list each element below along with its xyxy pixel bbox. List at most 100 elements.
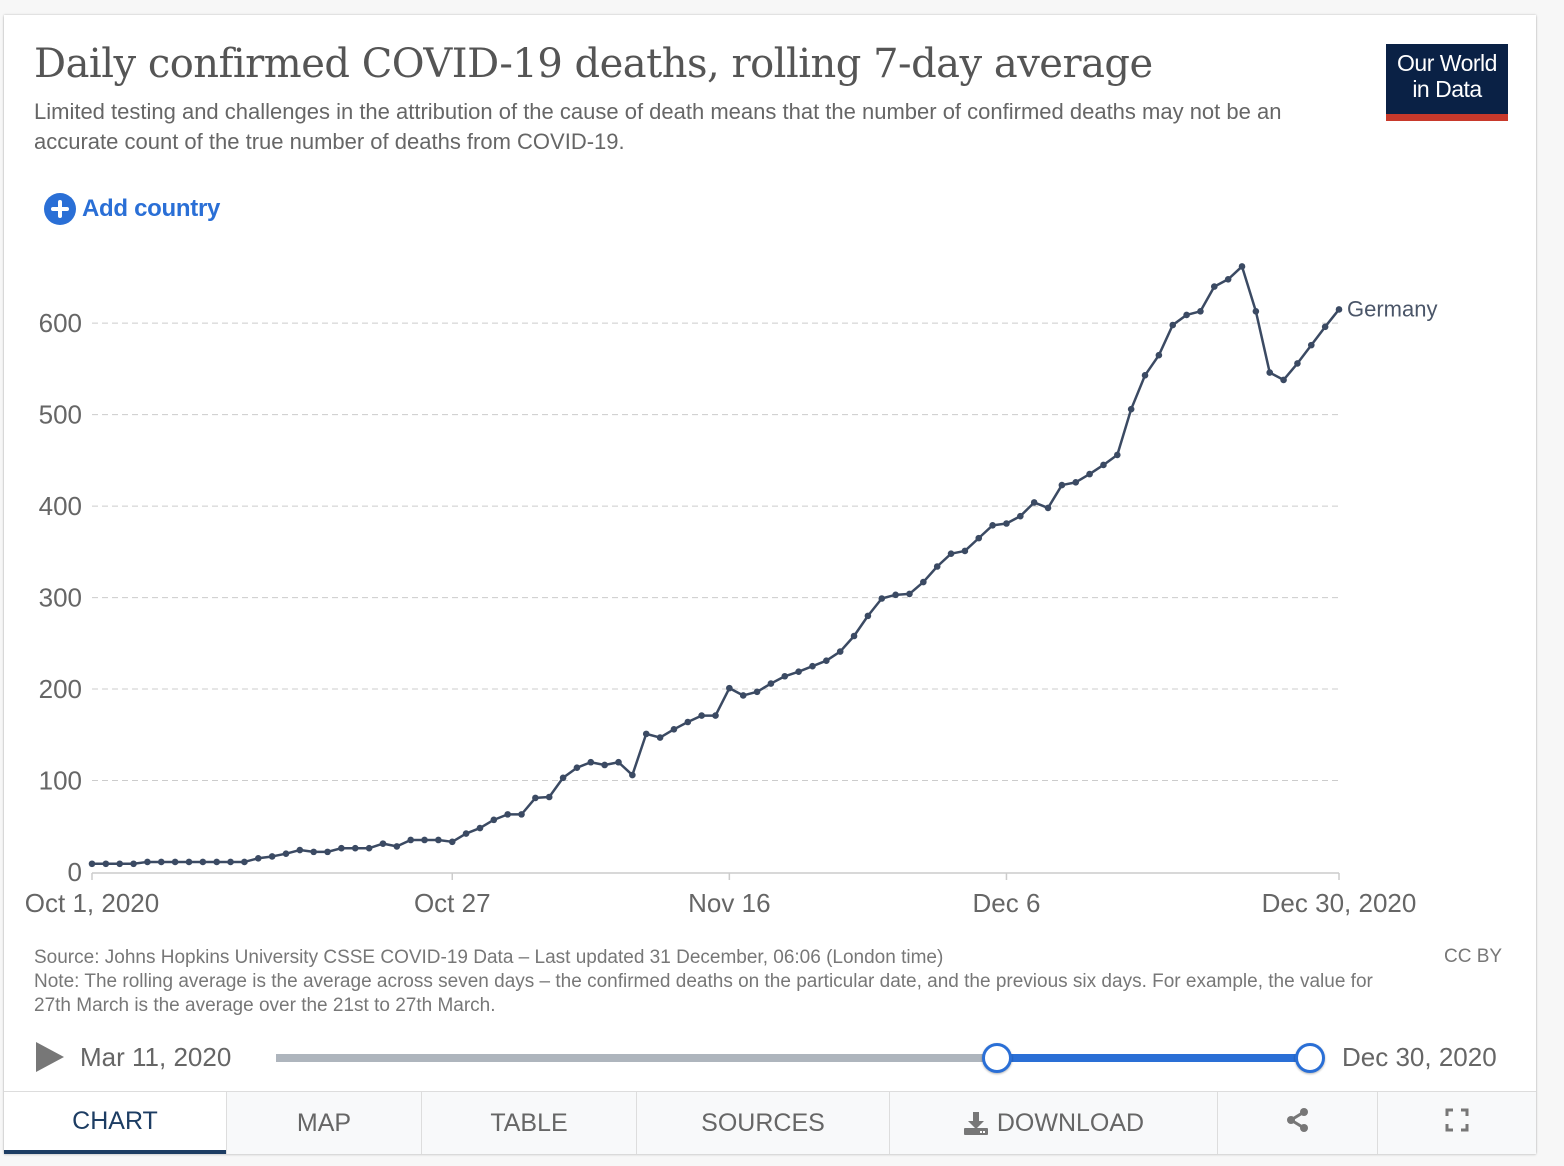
- timeline-selection: [996, 1054, 1310, 1062]
- series-line: [92, 265, 1340, 866]
- data-point: [1114, 451, 1121, 459]
- data-point: [268, 853, 276, 860]
- data-point: [518, 811, 525, 818]
- play-icon[interactable]: [36, 1042, 64, 1072]
- data-point: [393, 843, 401, 850]
- add-country-button[interactable]: Add country: [44, 193, 220, 225]
- timeline-start-label: Mar 11, 2020: [80, 1042, 232, 1072]
- data-point: [864, 612, 872, 620]
- data-point: [545, 793, 553, 801]
- note-text: Note: The rolling average is the average…: [34, 971, 1373, 1016]
- data-point: [1280, 376, 1287, 384]
- data-point: [88, 860, 96, 868]
- data-point: [365, 844, 373, 852]
- data-point: [338, 844, 345, 852]
- data-point: [462, 830, 470, 837]
- data-point: [920, 578, 927, 586]
- data-point: [795, 668, 802, 675]
- data-point: [1335, 306, 1343, 313]
- data-point: [130, 860, 137, 868]
- x-tick-label: Oct 27: [414, 888, 491, 918]
- data-point: [421, 836, 428, 844]
- x-tick-label: Oct 1, 2020: [25, 888, 159, 918]
- y-tick-label: 600: [39, 308, 82, 338]
- tab-table[interactable]: TABLE: [421, 1092, 636, 1154]
- data-point: [144, 858, 151, 866]
- add-country-label: Add country: [82, 195, 221, 222]
- timeline-start-handle[interactable]: [981, 1043, 1012, 1073]
- y-tick-label: 300: [39, 583, 82, 613]
- data-point: [975, 534, 983, 542]
- timeline-end-handle[interactable]: [1295, 1043, 1325, 1073]
- data-point: [642, 730, 650, 738]
- data-point: [1100, 461, 1107, 469]
- data-point: [1044, 504, 1052, 512]
- tab-sources[interactable]: SOURCES: [636, 1092, 889, 1154]
- x-axis: Oct 1, 2020 Oct 27 Nov 16 Dec 6 Dec 30, 2020: [25, 872, 1416, 918]
- data-point: [504, 811, 511, 818]
- data-point: [241, 858, 248, 866]
- tab-share[interactable]: [1217, 1092, 1377, 1154]
- data-point: [1238, 263, 1246, 270]
- y-tick-label: 200: [39, 674, 82, 704]
- data-point: [1086, 470, 1093, 478]
- data-point: [1030, 499, 1038, 506]
- license-link[interactable]: CC BY: [1444, 946, 1503, 967]
- download-icon: [963, 1110, 989, 1136]
- data-point: [185, 858, 193, 866]
- tab-download[interactable]: DOWNLOAD: [889, 1092, 1217, 1154]
- data-point: [435, 836, 442, 844]
- data-point: [892, 591, 899, 599]
- tab-map[interactable]: MAP: [226, 1092, 421, 1154]
- data-point: [1224, 275, 1232, 283]
- data-point: [559, 774, 567, 782]
- fullscreen-icon: [1445, 1108, 1469, 1139]
- data-point: [1058, 481, 1066, 489]
- data-point: [1003, 520, 1010, 527]
- data-point: [809, 662, 816, 670]
- data-point: [823, 657, 830, 665]
- tab-chart[interactable]: CHART: [4, 1092, 226, 1154]
- data-point: [1266, 369, 1274, 376]
- data-point: [351, 844, 359, 852]
- y-tick-label: 500: [39, 400, 82, 430]
- plus-circle-icon: [44, 193, 76, 225]
- owid-logo[interactable]: Our World in Data: [1386, 44, 1508, 121]
- data-point: [116, 860, 124, 868]
- data-point: [213, 858, 220, 866]
- data-point: [1294, 360, 1301, 367]
- data-point: [573, 764, 581, 772]
- data-point: [157, 858, 165, 866]
- data-point: [310, 848, 317, 856]
- data-point: [739, 692, 747, 699]
- data-point: [1307, 341, 1315, 349]
- tab-bar: CHART MAP TABLE SOURCES DOWNLOAD: [4, 1091, 1536, 1154]
- tab-download-label: DOWNLOAD: [996, 1108, 1145, 1137]
- tab-table-label: TABLE: [490, 1108, 568, 1137]
- y-tick-label: 400: [39, 491, 82, 521]
- chart-subtitle: Limited testing and challenges in the at…: [34, 99, 1282, 154]
- series-label-germany: Germany: [1347, 296, 1437, 321]
- data-point: [836, 648, 844, 655]
- data-point: [1211, 283, 1218, 290]
- data-point: [1183, 311, 1190, 319]
- data-point: [753, 688, 761, 696]
- data-point: [1197, 307, 1204, 315]
- tab-fullscreen[interactable]: [1377, 1092, 1536, 1154]
- timeline-track[interactable]: [276, 1043, 1325, 1073]
- data-point: [324, 848, 331, 856]
- data-point: [712, 712, 719, 719]
- data-point: [587, 758, 595, 766]
- data-point: [961, 547, 969, 555]
- data-point: [254, 854, 262, 862]
- data-point: [906, 590, 913, 598]
- data-point: [947, 550, 955, 557]
- data-point: [1017, 512, 1024, 520]
- data-point: [476, 824, 484, 832]
- data-point: [490, 816, 498, 824]
- data-point: [1321, 323, 1329, 331]
- data-point: [448, 838, 456, 846]
- data-point: [781, 672, 789, 680]
- data-point: [670, 726, 678, 733]
- data-point: [989, 522, 996, 529]
